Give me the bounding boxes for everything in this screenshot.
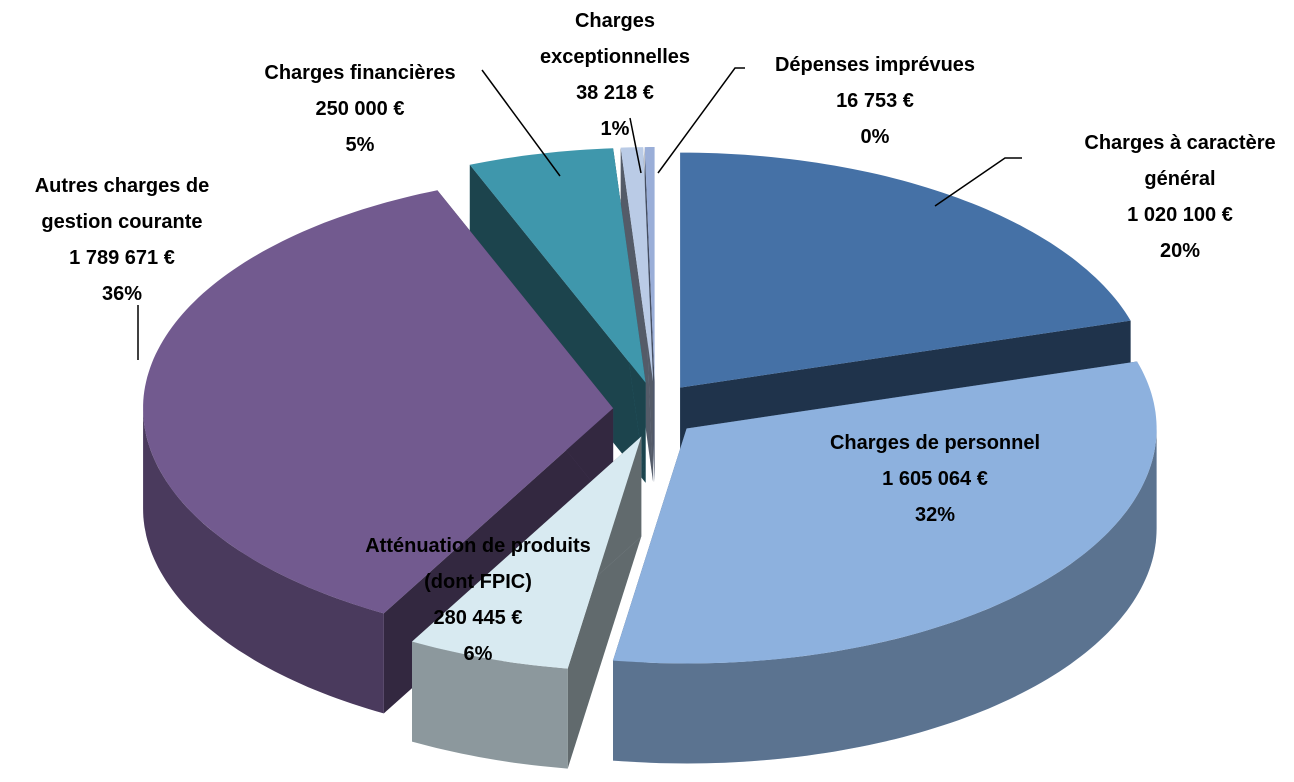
slice-label: Charges financières 250 000 € 5%: [240, 55, 480, 163]
slice: [613, 361, 1157, 664]
category-label: Charges financières: [264, 62, 456, 84]
slice-label: Charges à caractère général 1 020 100 € 20…: [1055, 125, 1294, 269]
value-label: 16 753 €: [836, 90, 914, 112]
slice: [469, 148, 646, 383]
value-label: 280 445 €: [433, 607, 523, 629]
slice-label: Dépenses imprévues 16 753 € 0%: [745, 47, 1005, 155]
slice: [620, 147, 654, 382]
slice: [412, 436, 642, 669]
leader-line: [629, 117, 642, 174]
percentage-label: 5%: [345, 134, 375, 156]
slice-label: Charges exceptionnelles 38 218 € 1%: [520, 3, 710, 147]
slice-label: Atténuation de produits (dont FPIC) 280 4…: [358, 528, 598, 672]
slice: [644, 147, 655, 382]
leader-line: [481, 69, 561, 177]
category-label: Atténuation de produits (dont FPIC): [365, 535, 591, 593]
percentage-label: 6%: [463, 643, 493, 665]
category-label: Autres charges de gestion courante: [34, 175, 210, 233]
percentage-label: 20%: [1159, 240, 1201, 262]
slice-label: Charges de personnel 1 605 064 € 32%: [805, 425, 1065, 533]
leader-line: [657, 67, 745, 174]
value-label: 1 605 064 €: [882, 468, 988, 490]
category-label: Dépenses imprévues: [774, 54, 976, 76]
category-label: Charges exceptionnelles: [539, 10, 691, 68]
slice-side-shade: [143, 408, 384, 714]
slice-label: Autres charges de gestion courante 1 789 …: [2, 168, 242, 312]
percentage-label: 0%: [860, 126, 890, 148]
slice-side: [143, 408, 384, 714]
value-label: 38 218 €: [576, 82, 654, 104]
leader-line: [934, 157, 1022, 207]
slice: [143, 190, 614, 614]
category-label: Charges à caractère général: [1084, 132, 1276, 190]
slice-side: [412, 641, 568, 769]
percentage-label: 32%: [914, 504, 956, 526]
value-label: 1 020 100 €: [1127, 204, 1233, 226]
percentage-label: 1%: [600, 118, 630, 140]
percentage-label: 36%: [101, 283, 143, 305]
value-label: 1 789 671 €: [69, 247, 175, 269]
value-label: 250 000 €: [315, 98, 405, 120]
category-label: Charges de personnel: [829, 432, 1041, 454]
slice-side: [613, 428, 1157, 764]
slice-side-shade: [613, 428, 1157, 764]
slice-side-shade: [412, 641, 568, 769]
slice: [680, 152, 1131, 388]
